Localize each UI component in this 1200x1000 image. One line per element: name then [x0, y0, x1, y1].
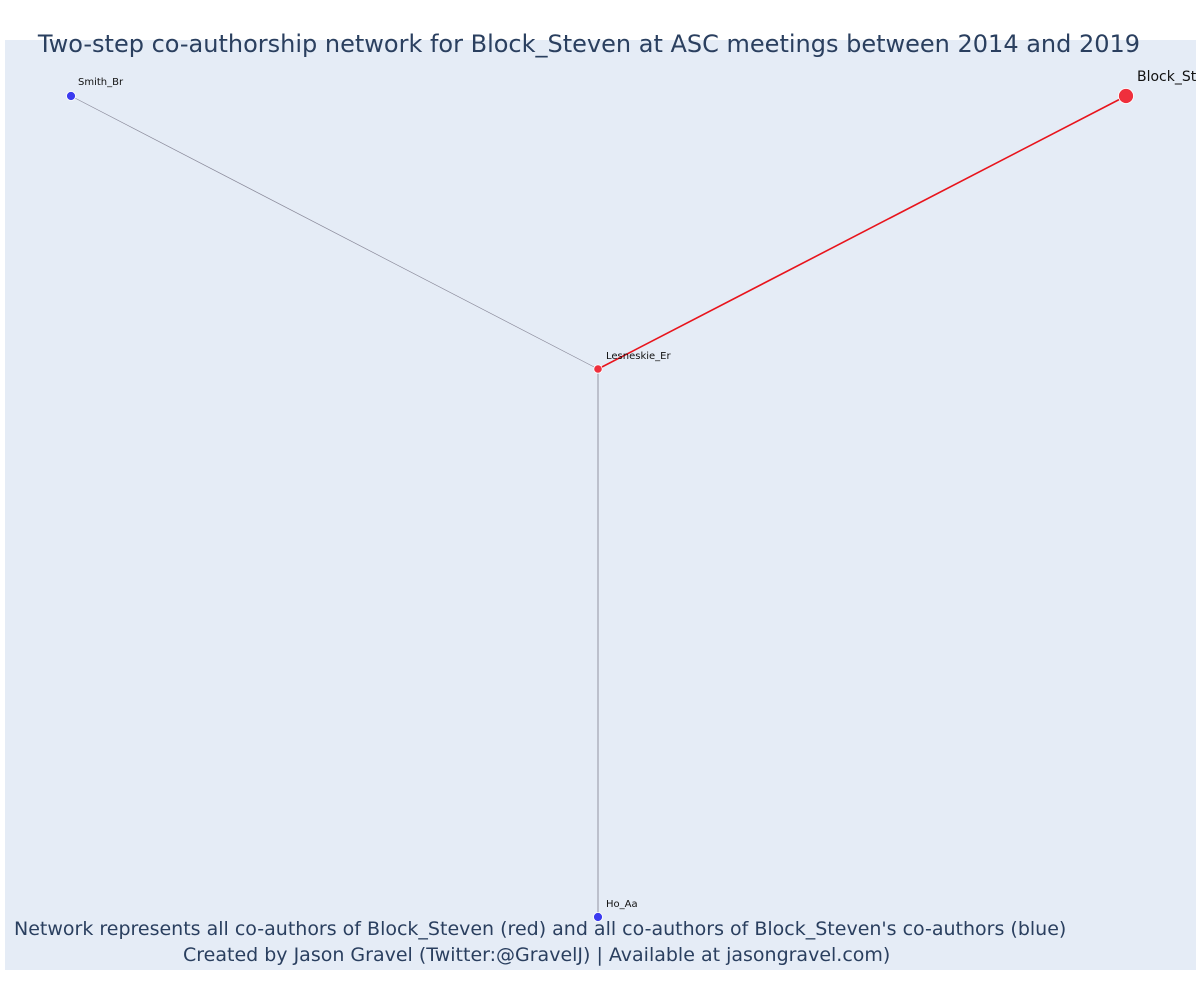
edges-layer [70, 95, 1127, 917]
node-label-smith: Smith_Br [78, 77, 124, 88]
node-ho[interactable]: Ho_Aa [593, 899, 638, 922]
node-smith[interactable]: Smith_Br [66, 77, 124, 101]
node-marker-block[interactable] [1118, 88, 1134, 104]
edge-block-lesneskie [597, 95, 1127, 370]
edge-lesneskie-smith [70, 95, 599, 370]
nodes-layer: Block_St Lesneskie_Er Smith_Br Ho_Aa [66, 69, 1197, 922]
node-marker-lesneskie[interactable] [593, 364, 603, 374]
plot-area [5, 40, 1196, 970]
node-label-ho: Ho_Aa [606, 899, 638, 910]
node-marker-ho[interactable] [593, 912, 603, 922]
node-label-lesneskie: Lesneskie_Er [606, 351, 671, 362]
node-block[interactable]: Block_St [1118, 69, 1197, 104]
node-lesneskie[interactable]: Lesneskie_Er [593, 351, 672, 374]
caption-description: Network represents all co-authors of Blo… [14, 918, 1067, 940]
caption-credit: Created by Jason Gravel (Twitter:@Gravel… [183, 944, 891, 966]
node-label-block: Block_St [1137, 69, 1197, 85]
node-marker-smith[interactable] [66, 91, 76, 101]
chart-title: Two-step co-authorship network for Block… [37, 30, 1141, 58]
